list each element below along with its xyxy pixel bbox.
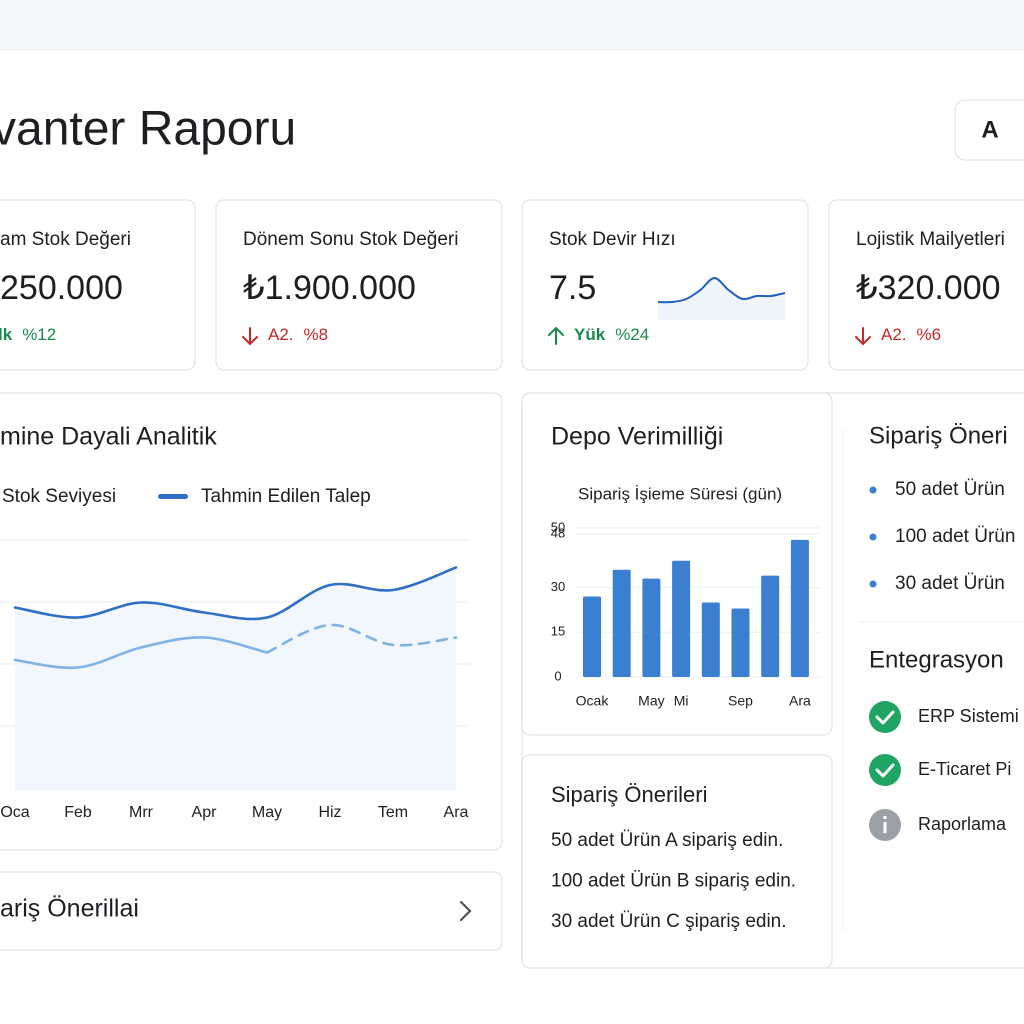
kpi-change-value: %6 <box>917 325 942 344</box>
page-title: vanter Raporu <box>0 103 296 156</box>
arrow-down-icon <box>242 327 258 346</box>
kpi-card <box>0 199 196 371</box>
integration-name: Raporlama <box>918 814 1007 834</box>
bullet <box>869 580 877 588</box>
order-item: 30 adet Ürün C şipariş edin. <box>551 911 787 932</box>
line-series <box>13 566 458 621</box>
order-item: 100 adet Ürün B sipariş edin. <box>551 871 796 892</box>
side-orders-title: Sipariş Öneri <box>869 422 1008 449</box>
bar <box>612 569 631 677</box>
info-dot <box>883 816 887 819</box>
line-series <box>13 636 269 670</box>
kpi-change-label: Yük <box>574 325 606 344</box>
y-tick-label: 0 <box>554 668 561 683</box>
legend-swatch <box>158 494 188 499</box>
arrow-up-icon <box>548 326 564 345</box>
integration-name: ERP Sistemi <box>918 706 1019 726</box>
kpi-card <box>828 199 1024 371</box>
bullet <box>869 533 877 541</box>
arrow-down-icon <box>855 327 871 346</box>
order-item: 50 adet Ürün A sipariş edin. <box>551 830 783 851</box>
header-button-label[interactable]: A <box>981 116 998 143</box>
kpi-value: ₺1.900.000 <box>243 269 416 307</box>
side-order-item: 30 adet Ürün <box>895 573 1005 594</box>
line-area <box>15 567 456 790</box>
kpi-card <box>215 199 503 371</box>
y-tick-label: 30 <box>551 579 565 594</box>
kpi-change: A2. %6 <box>881 325 941 344</box>
integration-name: E-Ticaret Pi <box>918 759 1011 779</box>
x-tick-label: Mrr <box>129 804 154 821</box>
kpi-change-label: lk <box>0 325 13 344</box>
chevron-icon[interactable] <box>459 900 472 922</box>
kpi-value: 250.000 <box>0 269 123 307</box>
kpi-value: ₺320.000 <box>856 269 1001 307</box>
line-chart: Stok Seviyesi Tahmin Edilen Talep Oca Feb Mr… <box>0 486 470 821</box>
y-tick-label: 50 <box>551 519 565 534</box>
kpi-label: Stok Devir Hızı <box>549 229 676 250</box>
status-ok-icon <box>869 701 901 733</box>
bar <box>672 560 691 677</box>
integrations-title: Entegrasyon <box>869 646 1004 673</box>
bar <box>701 602 720 677</box>
x-tick-label: Oca <box>0 804 29 821</box>
x-tick-label: Apr <box>192 804 218 821</box>
bar <box>642 578 661 677</box>
y-tick-label: 15 <box>551 624 565 639</box>
y-tick-label: 48 <box>551 525 565 540</box>
kpi-change-label: A2. <box>881 325 907 344</box>
header-button[interactable] <box>954 99 1024 161</box>
legend-label: Stok Seviyesi <box>2 486 116 507</box>
bar <box>731 608 750 677</box>
bar-chart-subtitle: Sipariş İşieme Süresi (gün) <box>578 484 782 503</box>
x-tick-label: Feb <box>64 804 92 821</box>
x-tick-label: May <box>638 693 664 709</box>
x-tick-label: Mi <box>674 693 689 709</box>
kpi-label: Lojistik Mailyetleri <box>856 229 1005 250</box>
x-tick-label: Ocak <box>576 693 610 709</box>
kpi-label: Dönem Sonu Stok Değeri <box>243 229 458 250</box>
bar-chart-title: Depo Verimilliği <box>551 423 723 451</box>
side-order-item: 50 adet Ürün <box>895 479 1005 500</box>
check-mark <box>875 710 895 725</box>
kpi-change: Yük %24 <box>574 325 649 344</box>
orders-card <box>521 754 833 969</box>
x-tick-label: Tem <box>378 804 408 821</box>
sparkline-area <box>658 278 785 320</box>
kpi-change-value: %8 <box>304 325 329 344</box>
kpi-change-label: A2. <box>268 325 294 344</box>
collapsed-card[interactable] <box>0 871 503 951</box>
kpi-change-value: %24 <box>615 325 649 344</box>
x-tick-label: Hiz <box>318 804 341 821</box>
kpi-change: A2. %8 <box>268 325 328 344</box>
kpi-label: am Stok Değeri <box>0 229 131 250</box>
bar <box>790 539 809 677</box>
x-tick-label: Ara <box>444 804 469 821</box>
bar <box>583 596 601 677</box>
bullet <box>869 486 877 494</box>
side-order-item: 100 adet Ürün <box>895 526 1015 547</box>
line-chart-title: mine Dayali Analitik <box>0 423 217 451</box>
kpi-change-value: %12 <box>22 325 56 344</box>
kpi-change: lk %12 <box>0 325 56 344</box>
info-stem <box>883 822 887 833</box>
x-tick-label: Sep <box>728 693 753 709</box>
sparkline <box>657 276 786 304</box>
legend-label: Tahmin Edilen Talep <box>201 486 371 507</box>
line-series <box>265 623 458 654</box>
x-tick-label: May <box>252 804 282 821</box>
check-mark <box>875 763 895 778</box>
orders-card-title: Sipariş Önerileri <box>551 782 708 807</box>
top-bar <box>0 0 1024 50</box>
kpi-card <box>521 199 809 371</box>
bar <box>761 575 780 677</box>
kpi-value: 7.5 <box>549 269 596 307</box>
status-ok-icon <box>869 754 901 786</box>
collapsed-card-title[interactable]: ariş Önerillai <box>0 895 139 923</box>
x-tick-label: Ara <box>789 693 811 709</box>
